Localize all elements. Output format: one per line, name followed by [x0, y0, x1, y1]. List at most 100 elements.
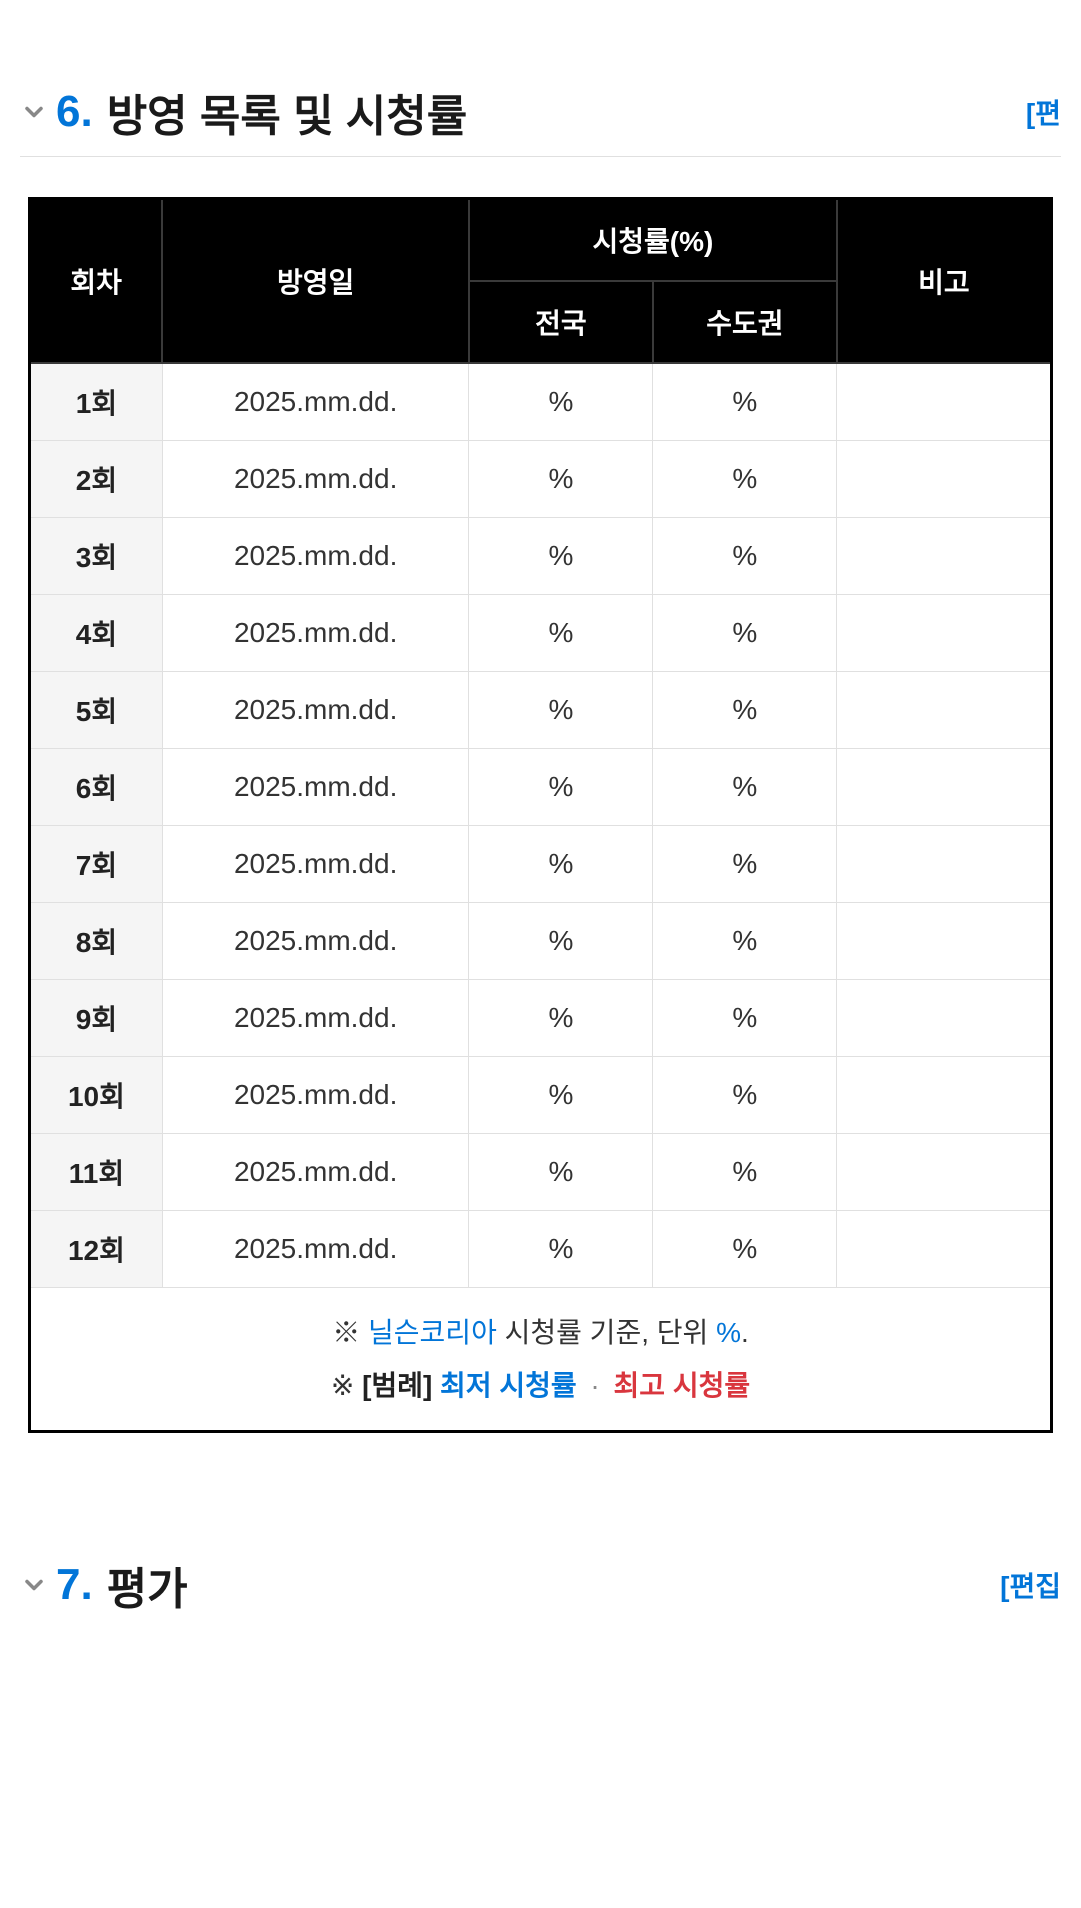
footnote-link-nielsen[interactable]: 닐슨코리아 — [368, 1317, 497, 1348]
cell-metro: % — [653, 749, 837, 826]
cell-episode: 1회 — [30, 363, 163, 441]
cell-airdate: 2025.mm.dd. — [162, 1057, 469, 1134]
cell-note — [837, 980, 1052, 1057]
cell-airdate: 2025.mm.dd. — [162, 672, 469, 749]
th-metro: 수도권 — [653, 281, 837, 363]
section-6-title: 방영 목록 및 시청률 — [107, 80, 468, 144]
cell-note — [837, 1134, 1052, 1211]
footnote-line-1: ※ 닐슨코리아 시청률 기준, 단위 %. — [39, 1306, 1042, 1359]
cell-airdate: 2025.mm.dd. — [162, 749, 469, 826]
cell-national: % — [469, 903, 653, 980]
cell-note — [837, 672, 1052, 749]
table-row: 7회2025.mm.dd.%% — [30, 826, 1052, 903]
th-note: 비고 — [837, 199, 1052, 364]
cell-airdate: 2025.mm.dd. — [162, 363, 469, 441]
chevron-right-icon — [20, 1571, 48, 1599]
cell-episode: 5회 — [30, 672, 163, 749]
table-row: 11회2025.mm.dd.%% — [30, 1134, 1052, 1211]
footnote-unit-link[interactable]: % — [716, 1317, 741, 1348]
cell-airdate: 2025.mm.dd. — [162, 826, 469, 903]
table-row: 12회2025.mm.dd.%% — [30, 1211, 1052, 1288]
cell-note — [837, 441, 1052, 518]
cell-metro: % — [653, 1211, 837, 1288]
cell-episode: 2회 — [30, 441, 163, 518]
cell-airdate: 2025.mm.dd. — [162, 1134, 469, 1211]
footnote-marker-1: ※ — [332, 1317, 368, 1348]
cell-airdate: 2025.mm.dd. — [162, 595, 469, 672]
cell-note — [837, 518, 1052, 595]
section-6-title-wrap[interactable]: 6. 방영 목록 및 시청률 — [20, 80, 467, 144]
footnote-line-2: ※ [범례] 최저 시청률 · 최고 시청률 — [39, 1359, 1042, 1412]
table-row: 10회2025.mm.dd.%% — [30, 1057, 1052, 1134]
table-row: 8회2025.mm.dd.%% — [30, 903, 1052, 980]
cell-note — [837, 903, 1052, 980]
footnote-mid-1: 시청률 기준, 단위 — [497, 1317, 716, 1348]
cell-airdate: 2025.mm.dd. — [162, 1211, 469, 1288]
edit-link-7[interactable]: [편집 — [1000, 1565, 1061, 1605]
cell-episode: 10회 — [30, 1057, 163, 1134]
cell-metro: % — [653, 441, 837, 518]
ratings-table: 회차 방영일 시청률(%) 비고 전국 수도권 1회2025.mm.dd.%%2… — [28, 197, 1053, 1433]
cell-national: % — [469, 980, 653, 1057]
cell-episode: 7회 — [30, 826, 163, 903]
cell-metro: % — [653, 363, 837, 441]
footnote-dot: · — [584, 1370, 605, 1401]
cell-metro: % — [653, 1134, 837, 1211]
cell-episode: 12회 — [30, 1211, 163, 1288]
ratings-table-wrap: 회차 방영일 시청률(%) 비고 전국 수도권 1회2025.mm.dd.%%2… — [28, 197, 1053, 1433]
cell-episode: 3회 — [30, 518, 163, 595]
cell-metro: % — [653, 518, 837, 595]
th-national: 전국 — [469, 281, 653, 363]
table-row: 4회2025.mm.dd.%% — [30, 595, 1052, 672]
cell-national: % — [469, 441, 653, 518]
cell-episode: 6회 — [30, 749, 163, 826]
table-row: 9회2025.mm.dd.%% — [30, 980, 1052, 1057]
th-ratings: 시청률(%) — [469, 199, 837, 282]
cell-national: % — [469, 1134, 653, 1211]
cell-airdate: 2025.mm.dd. — [162, 518, 469, 595]
footnote-legend-bracket: [범례] — [362, 1370, 432, 1401]
cell-national: % — [469, 1211, 653, 1288]
cell-metro: % — [653, 903, 837, 980]
cell-national: % — [469, 518, 653, 595]
cell-note — [837, 363, 1052, 441]
cell-metro: % — [653, 595, 837, 672]
chevron-down-icon — [20, 98, 48, 126]
th-airdate: 방영일 — [162, 199, 469, 364]
section-6-number: 6. — [56, 87, 93, 137]
footnote-lowest: 최저 시청률 — [432, 1370, 576, 1401]
table-row: 2회2025.mm.dd.%% — [30, 441, 1052, 518]
cell-national: % — [469, 363, 653, 441]
table-row: 5회2025.mm.dd.%% — [30, 672, 1052, 749]
cell-episode: 4회 — [30, 595, 163, 672]
cell-metro: % — [653, 672, 837, 749]
table-row: 6회2025.mm.dd.%% — [30, 749, 1052, 826]
cell-airdate: 2025.mm.dd. — [162, 441, 469, 518]
section-7-header: 7. 평가 [편집 — [20, 1553, 1061, 1617]
table-row: 3회2025.mm.dd.%% — [30, 518, 1052, 595]
section-6-header: 6. 방영 목록 및 시청률 [편 — [20, 80, 1061, 157]
cell-note — [837, 1057, 1052, 1134]
cell-metro: % — [653, 826, 837, 903]
section-7-title-wrap[interactable]: 7. 평가 — [20, 1553, 188, 1617]
cell-episode: 9회 — [30, 980, 163, 1057]
cell-national: % — [469, 672, 653, 749]
footnote-suffix-1: . — [741, 1317, 749, 1348]
table-row: 1회2025.mm.dd.%% — [30, 363, 1052, 441]
table-footnote: ※ 닐슨코리아 시청률 기준, 단위 %. ※ [범례] 최저 시청률 · 최고… — [30, 1288, 1052, 1432]
cell-national: % — [469, 826, 653, 903]
footnote-highest: 최고 시청률 — [614, 1370, 751, 1401]
cell-note — [837, 595, 1052, 672]
cell-episode: 11회 — [30, 1134, 163, 1211]
th-episode: 회차 — [30, 199, 163, 364]
cell-note — [837, 826, 1052, 903]
cell-national: % — [469, 749, 653, 826]
cell-note — [837, 1211, 1052, 1288]
edit-link-6[interactable]: [편 — [1026, 92, 1061, 132]
cell-metro: % — [653, 1057, 837, 1134]
footnote-marker-2: ※ — [331, 1370, 362, 1401]
section-7-title: 평가 — [107, 1553, 188, 1617]
cell-national: % — [469, 1057, 653, 1134]
cell-airdate: 2025.mm.dd. — [162, 903, 469, 980]
cell-note — [837, 749, 1052, 826]
